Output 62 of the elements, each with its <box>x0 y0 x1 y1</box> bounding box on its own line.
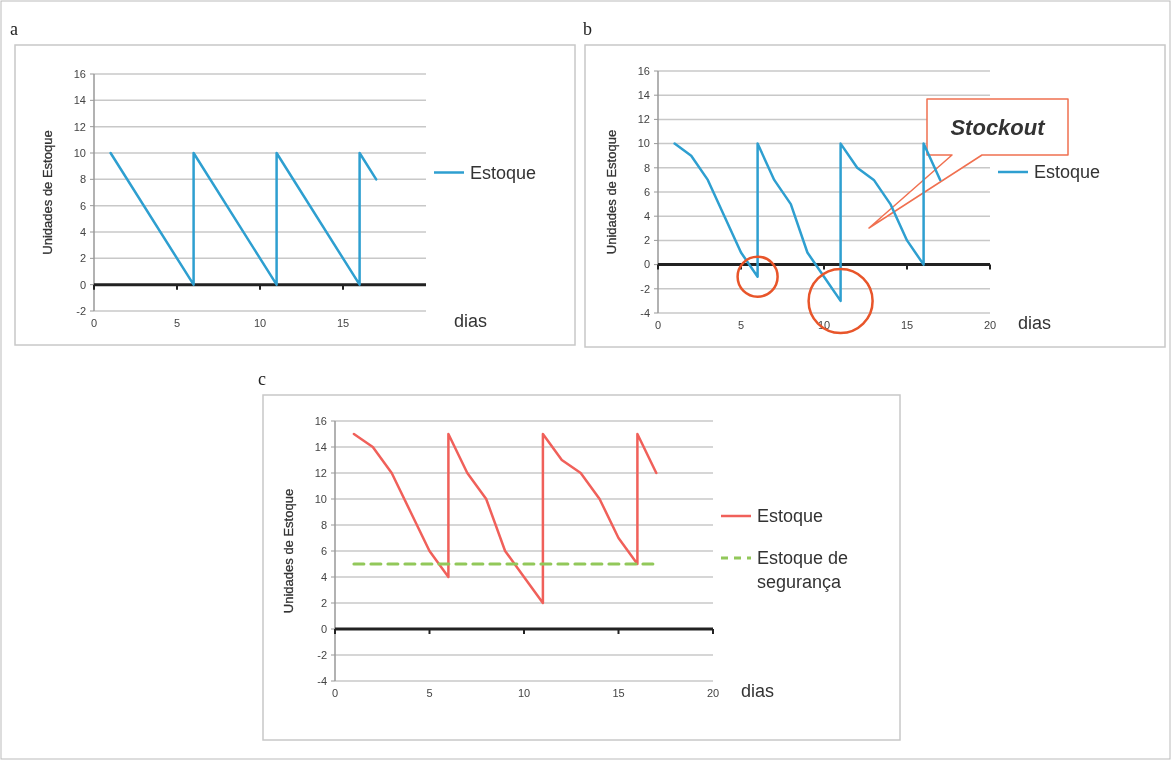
legend-label: Estoque de segurança <box>757 548 849 592</box>
y-tick-label: 0 <box>643 258 650 271</box>
line-series <box>673 142 942 303</box>
x-tick-label: 15 <box>612 687 625 699</box>
y-tick-label: 10 <box>73 146 86 159</box>
chart-title: c <box>258 369 266 389</box>
y-tick-label: 16 <box>637 64 650 77</box>
x-tick-label: 20 <box>706 687 720 699</box>
y-axis-title: Unidades de Estoque <box>40 130 55 255</box>
chart-title: b <box>583 19 592 39</box>
x-axis-title: dias <box>741 681 775 701</box>
legend-label: Estoque <box>757 506 824 527</box>
x-tick-label: 15 <box>336 317 350 329</box>
y-tick-label: 12 <box>637 113 650 126</box>
x-axis-title: dias <box>454 311 488 331</box>
y-tick-label: 2 <box>643 234 650 247</box>
y-tick-label: 6 <box>643 185 650 198</box>
x-tick-label: 0 <box>331 687 339 699</box>
y-axis-title: Unidades de Estoque <box>604 129 619 255</box>
y-axis-title: Unidades de Estoque <box>281 488 296 614</box>
legend-label: Estoque <box>1034 162 1101 183</box>
x-axis-title: dias <box>1018 313 1052 333</box>
y-tick-label: 12 <box>314 466 327 479</box>
x-tick-label: 5 <box>737 319 745 331</box>
x-tick-label: 0 <box>654 319 662 331</box>
chart-title: a <box>10 19 18 39</box>
x-tick-label: 20 <box>983 319 997 331</box>
x-tick-label: 5 <box>173 317 181 329</box>
y-tick-label: 14 <box>637 89 650 102</box>
y-tick-label: 8 <box>79 173 86 186</box>
x-tick-label: 10 <box>517 687 531 699</box>
y-tick-label: 8 <box>643 161 650 174</box>
x-tick-label: 5 <box>426 687 433 699</box>
annotation: Stockout <box>950 114 1047 140</box>
y-tick-label: 10 <box>637 137 650 150</box>
y-tick-label: 8 <box>320 518 327 531</box>
y-tick-label: 4 <box>643 210 650 223</box>
y-tick-label: -2 <box>640 282 650 295</box>
y-tick-label: 0 <box>79 278 86 291</box>
y-tick-label: 0 <box>320 622 327 635</box>
x-tick-label: 15 <box>900 319 914 331</box>
y-tick-label: 14 <box>73 94 86 107</box>
y-tick-label: 6 <box>320 544 327 557</box>
legend-label: Estoque <box>470 162 537 183</box>
x-tick-label: 10 <box>817 319 831 331</box>
y-tick-label: -4 <box>317 674 327 687</box>
y-tick-label: 14 <box>314 440 327 453</box>
y-tick-label: -2 <box>317 648 327 661</box>
y-tick-label: -2 <box>76 304 86 317</box>
y-tick-label: 16 <box>73 67 86 80</box>
x-tick-label: 0 <box>90 317 98 329</box>
line-series <box>352 432 658 605</box>
y-tick-label: 2 <box>79 252 86 265</box>
y-tick-label: 10 <box>314 492 327 505</box>
y-tick-label: 12 <box>73 120 86 133</box>
y-tick-label: 16 <box>314 414 327 427</box>
y-tick-label: 2 <box>320 596 327 609</box>
y-tick-label: -4 <box>640 306 650 319</box>
y-tick-label: 4 <box>79 225 86 238</box>
y-tick-label: 4 <box>320 570 327 583</box>
y-tick-label: 6 <box>79 199 86 212</box>
x-tick-label: 10 <box>253 317 267 329</box>
